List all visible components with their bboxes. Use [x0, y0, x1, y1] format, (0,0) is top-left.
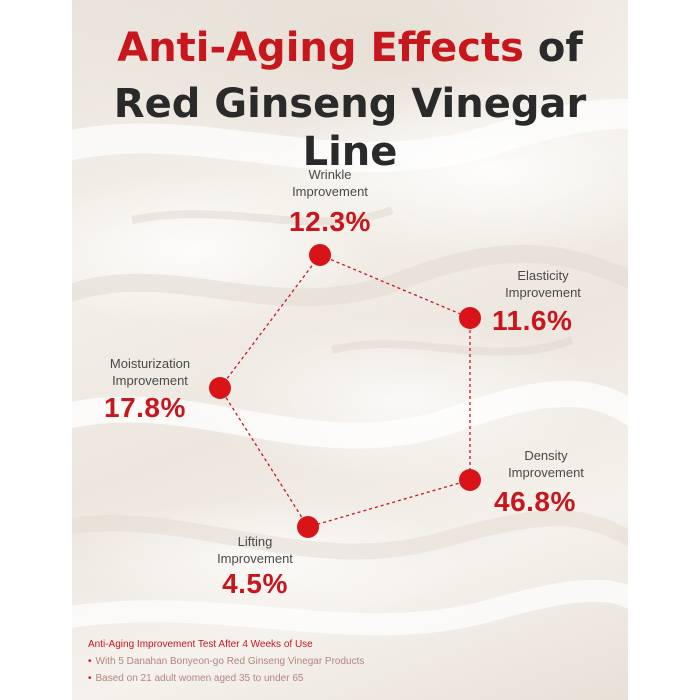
- edge-moisturization-wrinkle: [219, 254, 321, 389]
- node-elasticity: [459, 307, 481, 329]
- wrinkle-label-line1: Wrinkle: [308, 167, 352, 182]
- bullet-icon: •: [88, 673, 92, 684]
- footnote-item-text: With 5 Danahan Bonyeon-go Red Ginseng Vi…: [95, 656, 365, 667]
- node-wrinkle: [309, 244, 331, 266]
- elasticity-label-line2: Improvement: [505, 285, 581, 300]
- wrinkle-label-line2: Improvement: [292, 184, 368, 199]
- footnote-item: • With 5 Danahan Bonyeon-go Red Ginseng V…: [88, 653, 364, 670]
- title-line-1: Anti-Aging Effects of: [72, 24, 628, 72]
- footnote-title: Anti-Aging Improvement Test After 4 Week…: [88, 639, 313, 650]
- edge-density-lifting: [307, 479, 471, 528]
- node-lifting: [297, 516, 319, 538]
- title-accent: Anti-Aging Effects: [117, 25, 524, 71]
- node-moisturization: [209, 377, 231, 399]
- moisturization-label-line2: Improvement: [112, 373, 188, 388]
- title-line-2: Red Ginseng Vinegar Line: [113, 81, 587, 175]
- lifting-label-line2: Improvement: [217, 551, 293, 566]
- edge-lifting-moisturization: [219, 387, 309, 528]
- density-label-line2: Improvement: [508, 465, 584, 480]
- wrinkle-value: 12.3%: [289, 206, 371, 237]
- bullet-icon: •: [88, 656, 92, 667]
- elasticity-label: Elasticity Improvement: [478, 267, 608, 301]
- elasticity-value: 11.6%: [492, 305, 573, 336]
- study-footnote: Anti-Aging Improvement Test After 4 Week…: [88, 636, 364, 687]
- footnote-item: • Based on 21 adult women aged 35 to unde…: [88, 670, 364, 687]
- node-density: [459, 469, 481, 491]
- moisturization-label-line1: Moisturization: [109, 356, 191, 371]
- density-value: 46.8%: [494, 486, 576, 517]
- footnote-item-text: Based on 21 adult women aged 35 to under…: [95, 673, 304, 684]
- lifting-value: 4.5%: [222, 568, 288, 599]
- density-label: Density Improvement: [476, 447, 616, 481]
- cream-texture-background: [72, 0, 628, 700]
- moisturization-value: 17.8%: [104, 392, 186, 423]
- wrinkle-label: Wrinkle Improvement: [255, 166, 405, 200]
- moisturization-label: Moisturization Improvement: [90, 355, 210, 389]
- lifting-label: Lifting Improvement: [185, 533, 325, 567]
- density-label-line1: Density: [524, 448, 568, 463]
- lifting-label-line1: Lifting: [237, 534, 273, 549]
- edge-wrinkle-elasticity: [319, 254, 471, 319]
- elasticity-label-line1: Elasticity: [517, 268, 569, 283]
- cream-swirl-texture: [72, 98, 628, 636]
- title-line-1-rest: of: [523, 25, 583, 71]
